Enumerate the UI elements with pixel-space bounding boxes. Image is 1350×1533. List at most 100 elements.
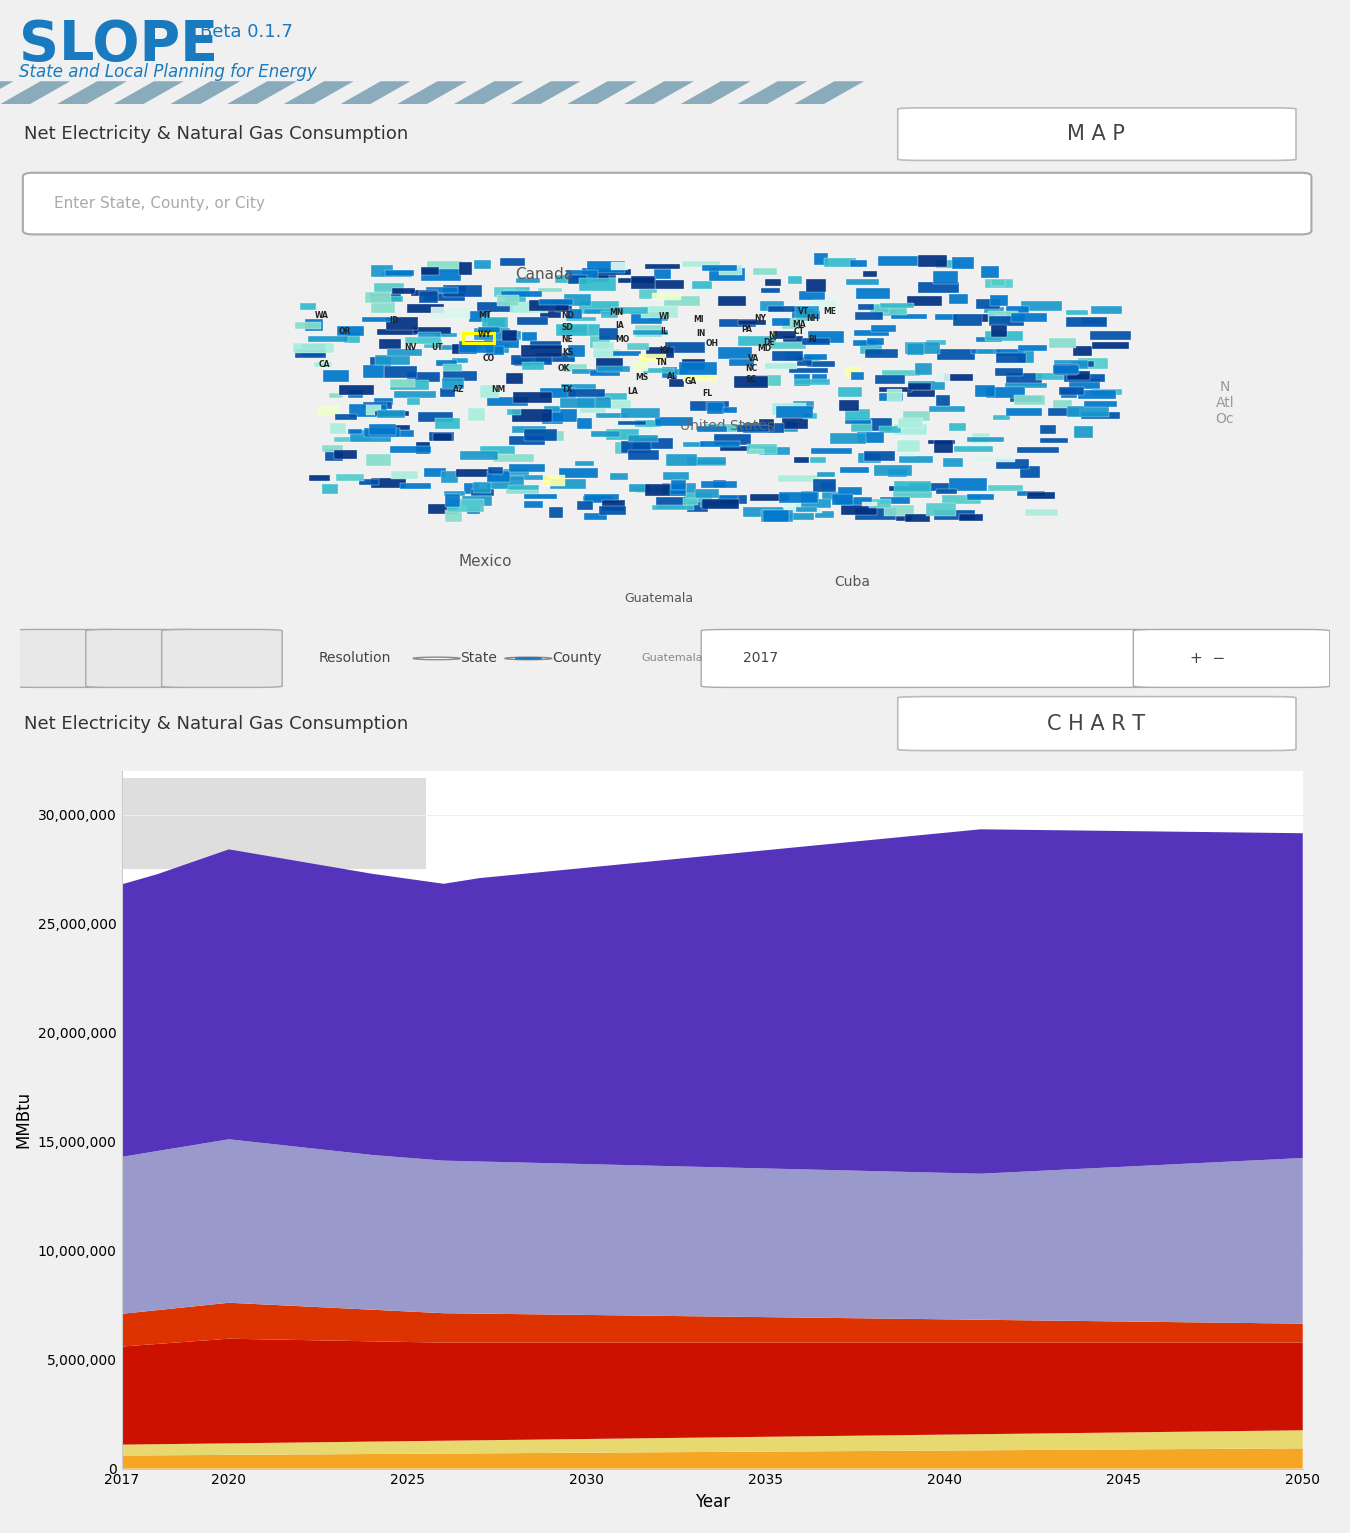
Bar	[859, 304, 875, 310]
Bar	[531, 342, 560, 350]
Bar	[329, 394, 343, 399]
Bar	[1058, 386, 1084, 396]
Bar	[347, 429, 362, 434]
Bar	[976, 337, 1003, 342]
Bar	[907, 296, 941, 305]
Bar	[906, 514, 930, 523]
Bar	[470, 311, 490, 322]
Bar	[953, 314, 983, 327]
Bar	[501, 291, 541, 297]
Bar	[509, 437, 545, 445]
Bar	[796, 313, 813, 320]
Bar	[599, 506, 626, 515]
Bar	[512, 426, 545, 432]
Bar	[406, 399, 420, 405]
Bar	[871, 325, 896, 333]
Text: ND: ND	[562, 311, 574, 320]
Bar	[378, 409, 405, 417]
Text: WA: WA	[315, 311, 328, 320]
Bar	[988, 311, 1018, 322]
Bar	[362, 317, 393, 322]
Bar	[945, 374, 973, 380]
Bar	[765, 279, 780, 285]
Bar	[412, 290, 437, 296]
Bar	[782, 422, 798, 432]
Bar	[531, 431, 564, 440]
Text: NV: NV	[404, 343, 417, 353]
Bar	[522, 331, 537, 340]
Bar	[850, 373, 864, 380]
Text: CO: CO	[483, 354, 495, 363]
Bar	[875, 305, 907, 316]
Bar	[759, 419, 775, 431]
Bar	[363, 365, 383, 377]
Bar	[435, 419, 460, 429]
Bar	[540, 310, 560, 319]
Bar	[954, 446, 992, 452]
Polygon shape	[284, 81, 354, 104]
Bar	[549, 480, 586, 489]
Bar	[972, 434, 990, 443]
Bar	[595, 357, 622, 371]
Bar	[601, 311, 618, 317]
Bar	[482, 317, 509, 330]
FancyBboxPatch shape	[898, 107, 1296, 161]
Bar	[996, 460, 1029, 469]
Bar	[463, 333, 494, 343]
Bar	[960, 514, 983, 521]
Bar	[580, 403, 606, 412]
Bar	[933, 271, 958, 284]
Bar	[807, 360, 836, 366]
Bar	[1004, 383, 1046, 388]
Text: IN: IN	[697, 328, 706, 337]
Bar	[1014, 396, 1045, 405]
Bar	[602, 500, 625, 510]
Bar	[564, 294, 591, 307]
Bar	[394, 391, 436, 399]
Text: Guatemala: Guatemala	[641, 653, 703, 664]
Bar	[460, 451, 498, 460]
Bar	[621, 442, 651, 454]
Bar	[579, 277, 616, 291]
Text: RI: RI	[809, 336, 817, 345]
Bar	[884, 506, 914, 517]
Bar	[795, 503, 819, 514]
Bar	[390, 446, 431, 454]
Bar	[896, 517, 913, 521]
Bar	[489, 331, 516, 337]
Text: Cuba: Cuba	[834, 575, 869, 589]
Bar	[610, 474, 628, 480]
Bar	[743, 423, 784, 432]
Bar	[738, 336, 776, 346]
Bar	[621, 408, 660, 419]
Bar	[811, 374, 828, 382]
Bar	[655, 417, 693, 426]
Text: N
Atl
Oc: N Atl Oc	[1216, 380, 1234, 426]
Text: State: State	[460, 652, 497, 665]
Bar	[786, 356, 819, 360]
Text: OH: OH	[705, 339, 718, 348]
Bar	[860, 340, 882, 354]
Bar	[936, 489, 957, 494]
Bar	[593, 274, 609, 282]
Bar	[864, 270, 878, 277]
Bar	[636, 489, 663, 494]
Bar	[890, 486, 925, 491]
Bar	[894, 481, 930, 492]
Bar	[375, 411, 409, 415]
Bar	[1069, 379, 1100, 389]
Bar	[926, 503, 956, 517]
Bar	[338, 325, 364, 336]
Text: MT: MT	[478, 311, 491, 320]
Bar	[446, 494, 460, 506]
Bar	[792, 310, 819, 319]
Bar	[813, 300, 837, 311]
Bar	[751, 495, 788, 501]
Bar	[699, 440, 740, 448]
Bar	[778, 475, 819, 481]
Text: United States: United States	[680, 419, 775, 434]
Bar	[478, 327, 500, 333]
Bar	[591, 431, 620, 437]
Text: MD: MD	[757, 345, 771, 354]
Bar	[838, 386, 863, 397]
